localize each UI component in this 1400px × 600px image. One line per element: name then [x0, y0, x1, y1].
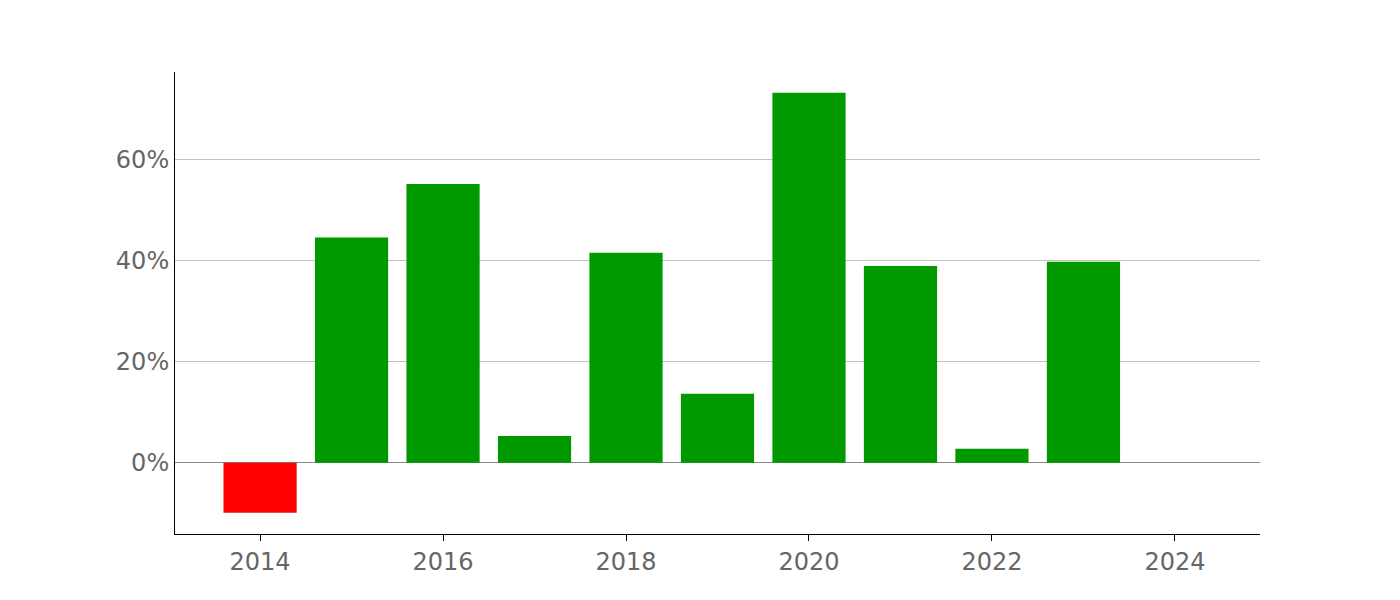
svg-text:2024: 2024	[1144, 548, 1205, 576]
svg-text:40%: 40%	[116, 247, 169, 275]
svg-text:60%: 60%	[116, 146, 169, 174]
svg-text:2014: 2014	[230, 548, 291, 576]
svg-text:TradeWave.AI: TradeWave.AI	[177, 598, 293, 600]
svg-text:2016: 2016	[413, 548, 474, 576]
svg-text:2018: 2018	[595, 548, 656, 576]
svg-text:0%: 0%	[131, 449, 169, 477]
svg-text:20%: 20%	[116, 348, 169, 376]
svg-text:2020: 2020	[778, 548, 839, 576]
svg-text:HE TradeWave Gain Loss Barchar: HE TradeWave Gain Loss Barchart - 2024-1…	[728, 598, 1258, 600]
svg-text:2022: 2022	[961, 548, 1022, 576]
